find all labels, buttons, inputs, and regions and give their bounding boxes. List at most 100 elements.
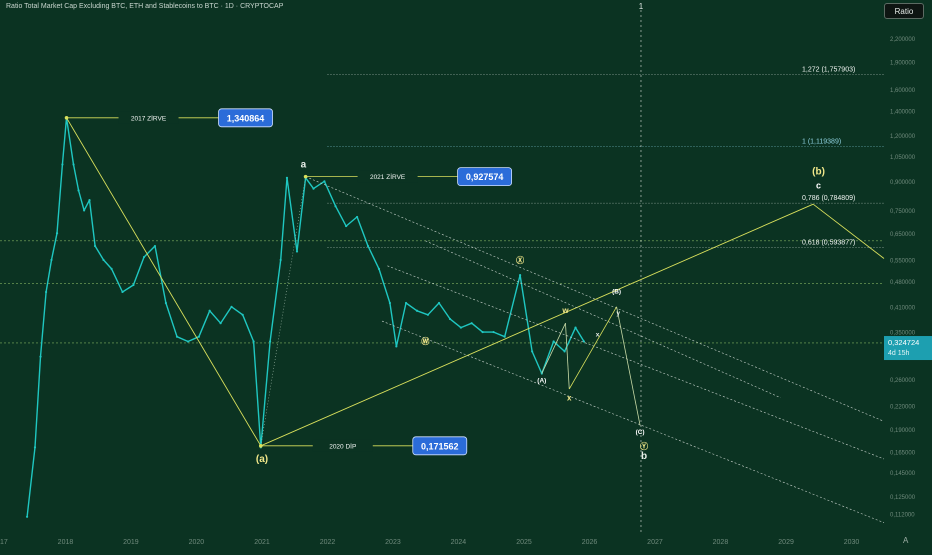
x-tick-label: 2020 [189,539,205,546]
wave-label: y [616,310,620,317]
price-point [426,313,430,316]
wave-label: Ⓦ [421,336,429,346]
y-tick-label: 0,112000 [890,512,915,518]
price-point [404,301,408,305]
y-tick-label: 0,260000 [890,378,916,384]
price-point [186,340,190,343]
price-point [563,350,566,353]
channel-line [305,176,885,422]
wave-label: (a) [256,454,268,465]
bar-countdown: 4d 15h [888,350,910,357]
ratio-scale-button[interactable]: Ratio [884,3,924,19]
projection-line [565,323,570,390]
price-point [519,274,522,277]
price-point [388,301,391,305]
peak-2017-value-box [218,108,273,128]
price-point [459,326,463,329]
projection-line [541,323,566,374]
price-point [39,355,42,358]
price-point [279,258,282,262]
price-point [395,345,398,348]
wave-label: Ⓧ [516,255,524,265]
fib-level-label: 1,272 (1,757903) [802,66,855,73]
price-point [110,267,113,270]
fib-level-label: 1 (1,119389) [802,139,841,146]
price-point [470,322,473,325]
y-tick-label: 0,190000 [890,428,916,434]
wave-label: x [567,393,572,402]
price-point [531,350,534,353]
price-point [503,335,506,338]
x-tick-label: 2021 [254,539,270,546]
wave-label: Ⓨ [640,441,648,451]
y-tick-label: 1,900000 [890,61,916,67]
price-point [153,244,157,248]
x-tick-label: 2019 [123,539,139,546]
fib-level-label: 0,618 (0,593877) [802,240,855,247]
price-point [77,189,80,192]
wave-line [260,203,814,447]
price-point [355,215,359,219]
price-point [241,313,244,316]
price-point [25,515,29,518]
price-point [481,330,484,334]
wave-label: b [641,451,647,462]
price-point [415,309,419,312]
y-tick-label: 0,145000 [890,471,916,477]
price-point [219,322,222,325]
auto-scale-button[interactable]: A [903,536,909,545]
y-tick-label: 1,400000 [890,109,916,115]
price-point [285,176,289,179]
chart-title: Ratio Total Market Cap Excluding BTC, ET… [6,3,284,10]
y-tick-label: 1,050000 [890,155,916,161]
x-tick-label: 2023 [385,539,401,546]
x-tick-label: 2017 [0,539,8,546]
price-point [377,267,381,270]
current-price-badge[interactable] [884,336,932,361]
peak-2017-value: 1,340864 [227,113,265,123]
peak-2021-label: 2021 ZİRVE [370,172,406,181]
wave-line [812,203,885,259]
y-tick-label: 0,750000 [890,209,916,215]
peak-2021-label-bg [357,170,418,183]
wave-label: (B) [612,289,621,296]
x-tick-label: 2026 [582,539,598,546]
price-point [50,258,53,262]
price-point [437,301,441,305]
channel-line [387,265,885,460]
bottom-2020-value-box [412,436,468,456]
y-tick-label: 0,165000 [890,451,916,457]
y-tick-label: 0,900000 [890,180,916,186]
vertical-marker-label: 1 [639,2,644,11]
price-point [345,224,348,228]
wave-label: (b) [812,166,825,177]
y-tick-label: 0,410000 [890,305,916,311]
wave-label: a [301,160,307,171]
x-tick-label: 2030 [844,539,860,546]
projection-line [616,306,641,426]
price-point [55,232,59,235]
price-point [208,309,211,312]
wave-label: (C) [636,429,645,436]
price-point [88,199,91,202]
price-point [164,301,167,305]
x-tick-label: 2018 [58,539,74,546]
price-point [552,340,555,343]
price-point [492,330,495,334]
x-tick-label: 2028 [713,539,729,546]
price-point [312,187,315,190]
x-tick-label: 2027 [647,539,663,546]
price-series-line [26,117,585,517]
wave-label: (A) [537,378,546,385]
price-point [142,255,146,259]
y-tick-label: 0,125000 [890,495,916,501]
channel-line [425,240,781,398]
price-point [448,317,452,321]
price-point [44,290,48,294]
x-tick-label: 2022 [320,539,336,546]
peak-2017-point [64,116,69,120]
bottom-2020-value: 0,171562 [421,441,459,451]
price-point [197,335,200,338]
